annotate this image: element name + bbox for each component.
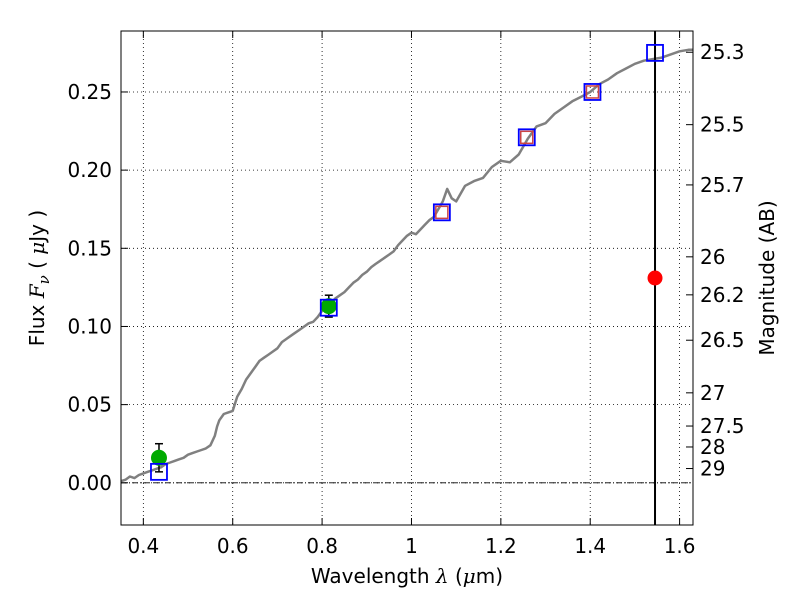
x-tick-label: 1: [405, 534, 418, 558]
magnitude-tick-label: 25.7: [700, 173, 745, 197]
y-tick-label: 0.15: [67, 236, 112, 260]
observed-point: [320, 298, 337, 315]
magnitude-tick-label: 27: [700, 381, 725, 405]
magnitude-tick-label: 28: [700, 435, 725, 459]
sed-model-curve: [120, 48, 693, 483]
x-tick-label: 0.8: [306, 534, 338, 558]
plot-frame: [120, 30, 694, 526]
y-tick-label: 0.25: [67, 80, 112, 104]
magnitude-tick-label: 25.5: [700, 113, 745, 137]
highlight-point: [647, 270, 663, 286]
inner-square-marker: [520, 130, 534, 145]
model-square-marker: [150, 462, 168, 481]
x-axis-ticks: 0.4 0.6 0.8 1 1.2 1.4 1.6: [127, 31, 696, 558]
y-tick-label: 0.10: [67, 314, 112, 338]
x-axis-label: Wavelength λ (μm): [311, 564, 503, 588]
model-square-marker: [583, 83, 602, 101]
x-tick-label: 0.6: [217, 534, 249, 558]
x-tick-label: 1.4: [574, 534, 606, 558]
observed-points: [150, 270, 663, 466]
inner-square-marker: [435, 205, 449, 220]
y-tick-label: 0.00: [67, 471, 112, 495]
magnitude-tick-label: 26.2: [700, 283, 745, 307]
model-square-marker: [646, 43, 664, 62]
sed-model-line: [120, 48, 693, 483]
model-square-marker: [517, 128, 536, 147]
model-square-marker: [432, 203, 451, 222]
x-tick-label: 0.4: [127, 534, 159, 558]
magnitude-axis-label: Magnitude (AB): [755, 200, 779, 355]
plot-background: [121, 31, 693, 525]
inner-square-marker: [585, 85, 600, 99]
magnitude-tick-label: 26: [700, 245, 725, 269]
y-tick-label: 0.20: [67, 158, 112, 182]
photometry-squares: [150, 43, 664, 481]
magnitude-tick-label: 27.5: [700, 414, 745, 438]
magnitude-tick-label: 29: [700, 457, 725, 481]
y-axis-ticks: 0.00 0.05 0.10 0.15 0.20 0.25: [67, 80, 128, 495]
magnitude-tick-label: 25.3: [700, 40, 745, 64]
observed-point: [150, 449, 167, 466]
model-square-marker: [319, 298, 338, 317]
y-axis-label: Flux Fν ( μJy ): [25, 210, 53, 346]
x-tick-label: 1.2: [485, 534, 517, 558]
x-tick-label: 1.6: [664, 534, 696, 558]
magnitude-tick-label: 26.5: [700, 328, 745, 352]
y-tick-label: 0.05: [67, 393, 112, 417]
